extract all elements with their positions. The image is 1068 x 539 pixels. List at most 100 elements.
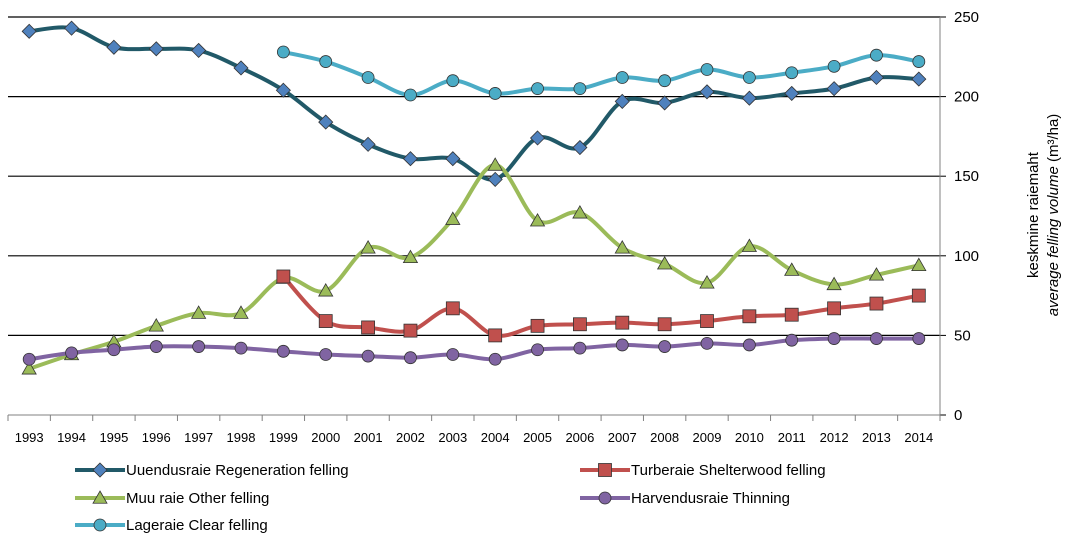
data-point-4-2011 [785,66,799,80]
y-tick-label-250: 250 [954,9,979,26]
data-point-3-2003 [446,348,460,361]
x-tick-label-2002: 2002 [396,430,425,445]
data-point-2-2006 [572,205,588,219]
y-tick-label-150: 150 [954,168,979,185]
data-point-2-2014 [911,257,927,272]
data-point-2-2002 [402,249,419,264]
x-tick-label-1998: 1998 [227,430,256,445]
data-point-0-2002 [402,151,419,167]
data-point-1-1999 [276,269,291,284]
data-point-0-2009 [699,84,715,100]
legend-item-0: Uuendusraie Regeneration felling [75,462,349,479]
x-tick-label-2008: 2008 [650,430,679,445]
legend: Uuendusraie Regeneration felling Turberai… [75,462,826,534]
data-point-2-1996 [148,318,164,332]
data-point-1-2011 [784,307,799,322]
x-tick-label-2007: 2007 [608,430,637,445]
data-point-0-2000 [318,114,334,130]
series-4 [276,45,926,102]
data-point-4-2006 [573,82,587,96]
data-point-3-2007 [615,338,629,352]
data-point-4-2001 [361,71,375,84]
data-point-2-2004 [487,157,503,171]
data-point-4-2003 [446,74,460,88]
series-line-2 [27,163,921,371]
x-tick-label-1997: 1997 [184,430,213,445]
data-point-0-2003 [445,151,461,167]
data-point-3-2009 [700,336,714,350]
data-point-4-2008 [658,74,672,88]
data-point-2-2000 [318,283,334,297]
data-point-0-2006 [572,139,588,156]
data-point-3-2006 [573,341,587,355]
x-tick-label-2012: 2012 [820,430,849,445]
data-point-2-2009 [699,275,715,289]
data-point-1-2014 [911,288,926,303]
legend-item-3: Harvendusraie Thinning [580,490,790,507]
x-tick-label-1993: 1993 [15,430,44,445]
x-tick-label-2004: 2004 [481,430,510,445]
y-axis-label-italic: average felling volume [1045,166,1062,316]
data-point-1-2004 [488,328,503,343]
y-tick-label-0: 0 [954,407,962,424]
x-tick-label-2006: 2006 [565,430,594,445]
data-point-4-2010 [742,71,756,84]
data-point-1-2005 [530,318,545,333]
data-point-3-2001 [361,349,375,363]
data-point-3-2005 [531,343,544,357]
legend-item-2: Muu raie Other felling [75,490,269,507]
data-point-1-2000 [318,314,333,328]
data-point-0-2007 [614,93,630,109]
data-point-1-2013 [869,296,884,311]
data-point-2-1997 [190,305,207,319]
series-line-3 [27,336,921,362]
data-point-1-2010 [742,309,757,324]
data-point-1-2009 [700,314,714,328]
legend-label-4: Lageraie Clear felling [126,517,268,534]
data-point-2-2008 [656,255,673,270]
data-point-3-2008 [658,340,672,353]
data-point-0-2004 [487,171,503,187]
legend-marker-3 [598,491,612,505]
data-point-1-2008 [657,317,672,332]
x-tick-label-2003: 2003 [438,430,467,445]
data-point-0-1996 [148,41,164,57]
x-tick-label-2011: 2011 [778,430,806,445]
data-point-3-2011 [785,333,799,347]
data-point-4-2005 [531,82,544,96]
data-point-0-2014 [911,71,927,87]
legend-marker-2 [92,490,108,504]
series-1 [276,269,926,343]
data-point-1-2012 [827,301,841,316]
y-axis-label-line1: keskmine raiemaht [1025,151,1042,278]
data-point-1-2003 [445,301,460,316]
data-point-3-2002 [404,351,417,365]
data-point-4-2009 [700,63,714,76]
data-point-0-2011 [784,85,800,101]
x-tick-label-1994: 1994 [57,430,86,445]
data-point-0-2008 [657,95,673,111]
legend-marker-1 [598,463,612,477]
series-3 [22,332,926,366]
data-point-4-2014 [912,55,926,68]
data-point-2-2013 [868,267,885,281]
legend-label-2: Muu raie Other felling [126,490,269,507]
y-axis-label-line2: average felling volume (m³/ha) [1045,114,1062,317]
data-point-3-1999 [276,344,290,358]
data-point-4-2012 [827,59,841,73]
data-point-3-1998 [234,341,248,355]
series-0 [21,20,927,187]
data-point-0-2001 [360,136,376,152]
x-tick-label-1996: 1996 [142,430,171,445]
data-point-2-2007 [614,240,630,254]
series-line-1 [281,274,921,338]
data-point-0-1998 [233,60,249,76]
legend-item-4: Lageraie Clear felling [75,517,268,534]
series-2 [21,157,927,375]
data-point-2-2003 [445,211,461,225]
data-point-3-2010 [742,338,756,352]
data-point-2-2005 [529,212,546,227]
legend-marker-4 [93,518,107,532]
data-point-4-2004 [488,87,502,100]
data-point-2-2001 [360,240,376,254]
